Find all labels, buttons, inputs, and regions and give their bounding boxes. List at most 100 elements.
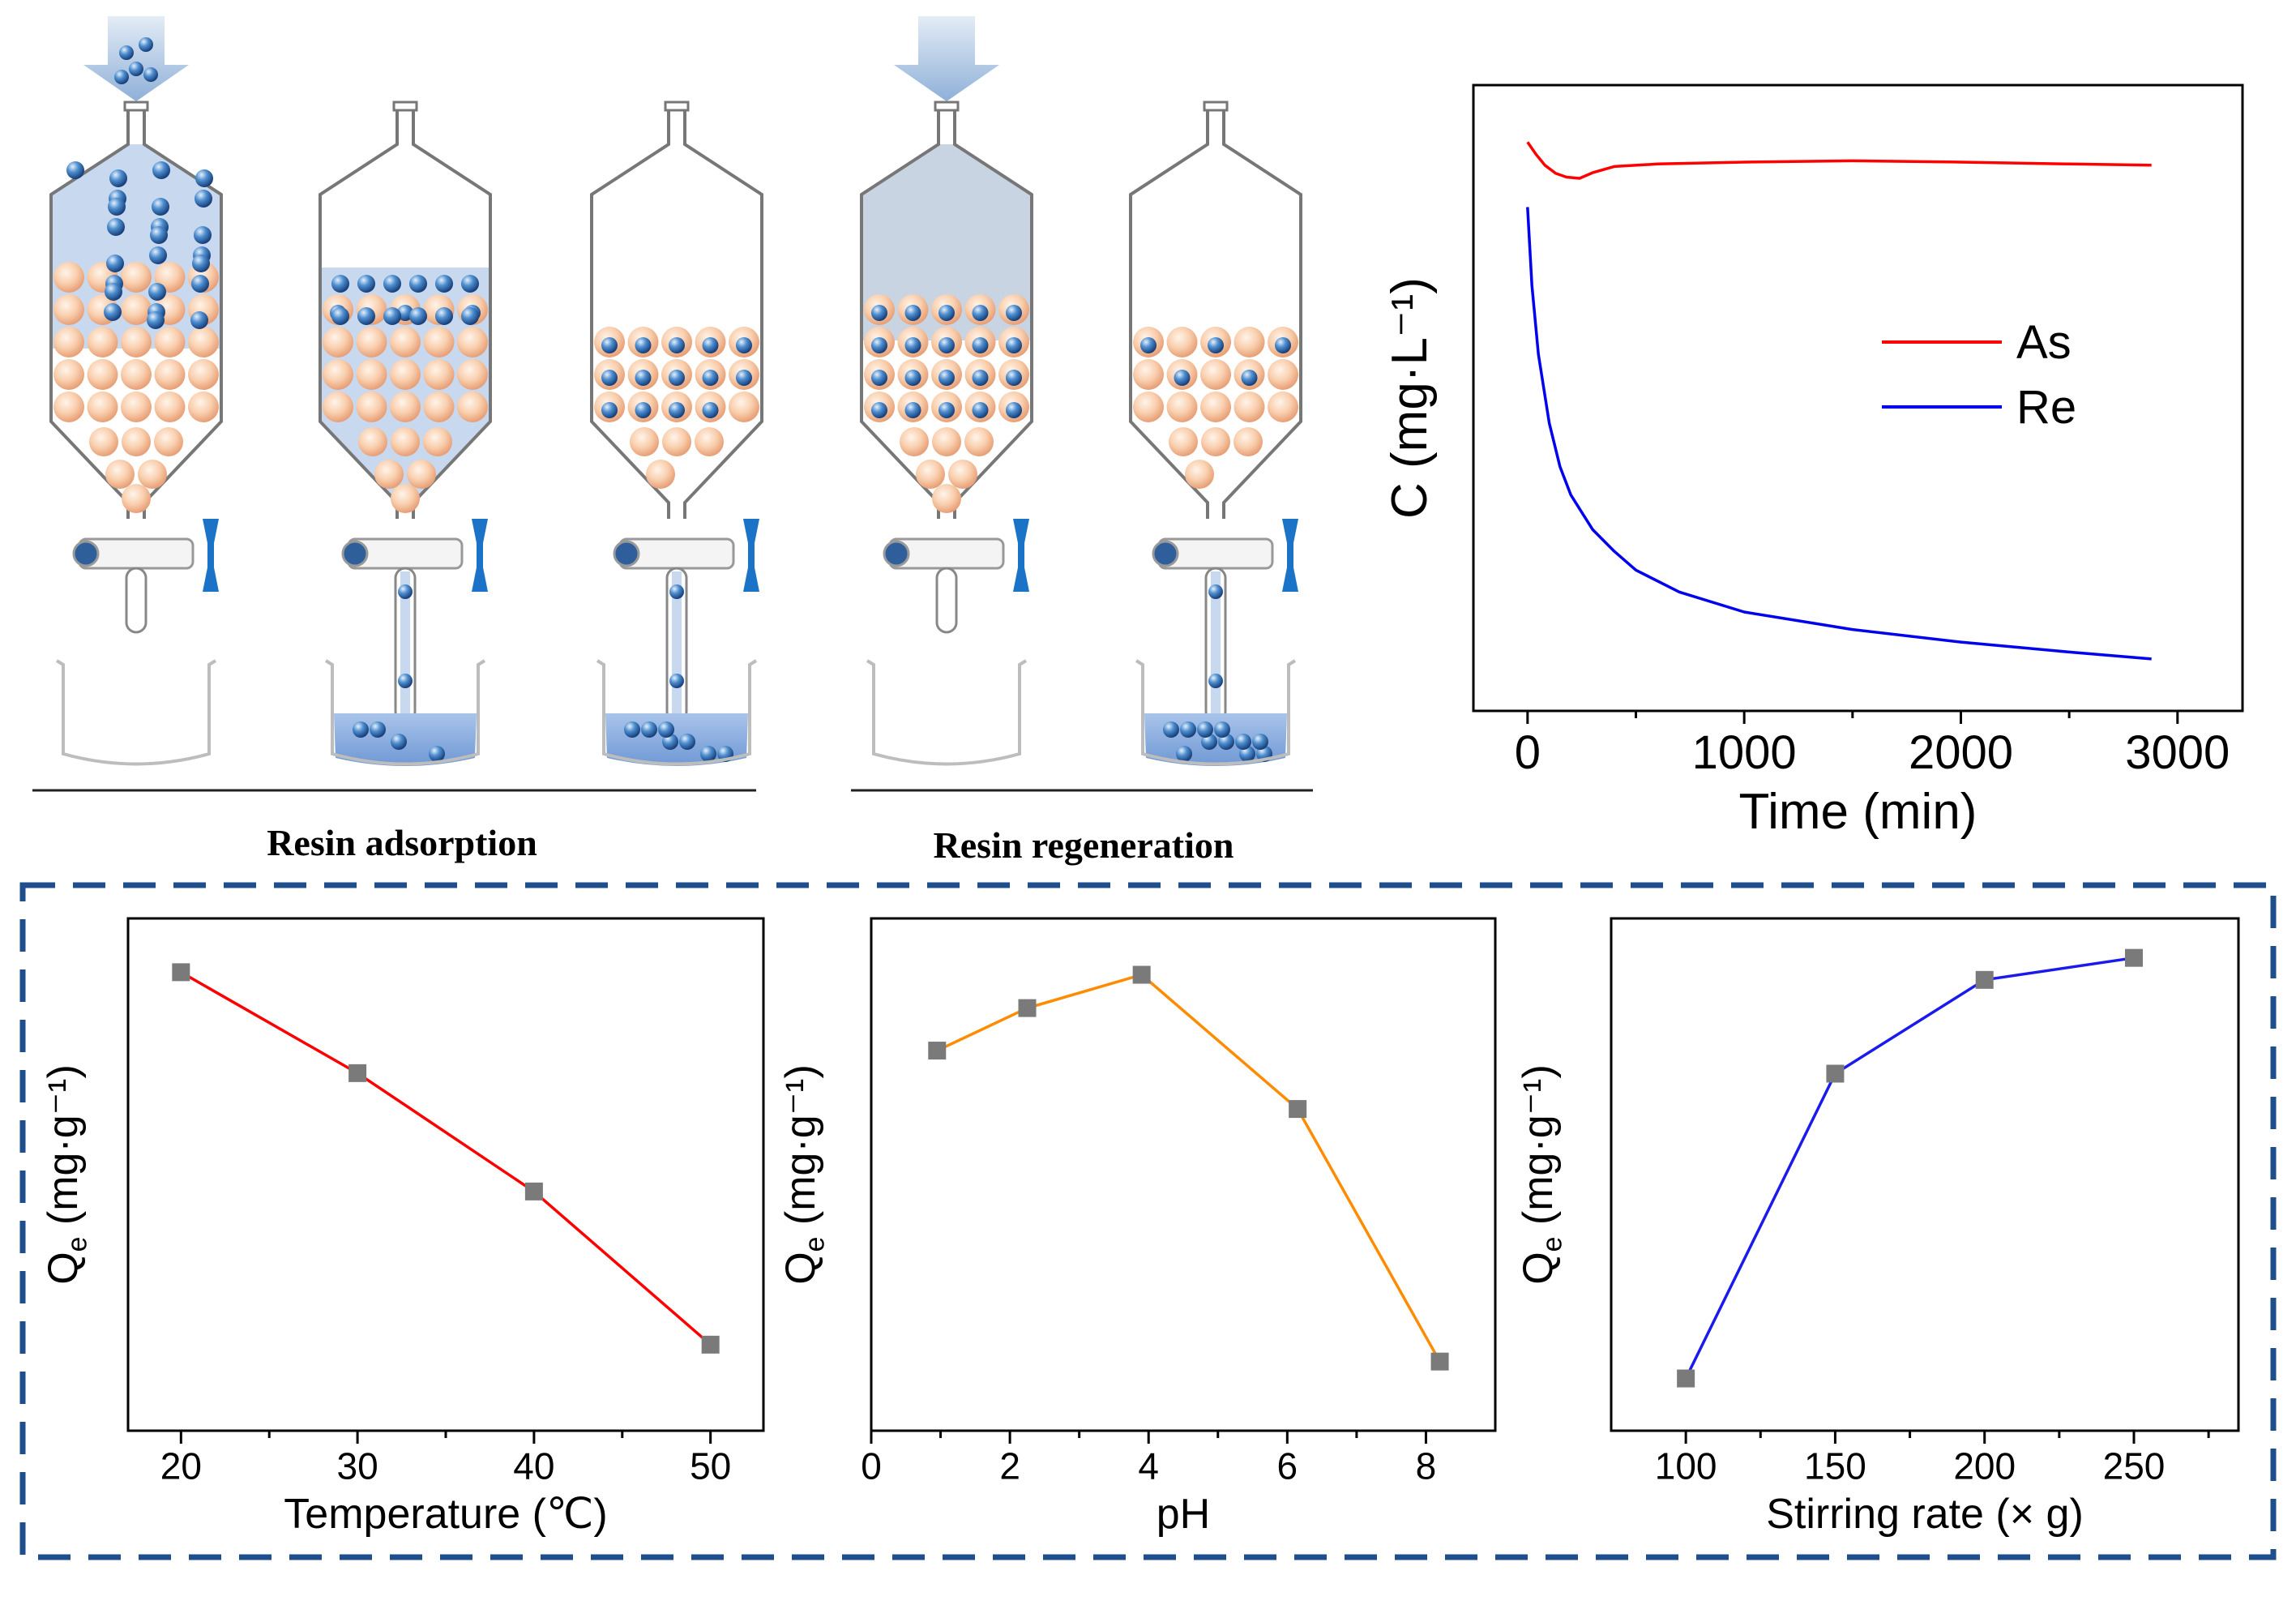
- ion: [129, 62, 143, 76]
- ion: [1235, 734, 1251, 750]
- column-cap: [392, 101, 418, 112]
- x-tick-label: 0: [861, 1445, 882, 1487]
- column-cap: [934, 101, 960, 112]
- y-axis-label: C (mg·L⁻¹): [1382, 277, 1438, 519]
- ph-chart: 0 2 4 6 8 pH Qe (mg·g⁻¹): [777, 917, 1497, 1538]
- resin-bead: [932, 427, 961, 456]
- ion: [679, 734, 695, 750]
- resin-bead: [121, 392, 152, 422]
- resin-bead: [154, 427, 183, 456]
- resin-bead: [630, 427, 659, 456]
- resin-bead: [390, 359, 421, 390]
- x-tick-label: 50: [690, 1445, 731, 1487]
- resin-bead: [1185, 460, 1214, 489]
- beaker-icon: [324, 659, 486, 766]
- ion: [1241, 370, 1258, 386]
- ion: [370, 721, 386, 738]
- stopcock-knob: [883, 540, 910, 567]
- resin-bead: [423, 392, 455, 422]
- ion: [635, 370, 652, 386]
- beaker-icon: [866, 659, 1028, 766]
- resin-bead: [121, 359, 152, 390]
- ion: [1275, 337, 1291, 353]
- ion: [669, 337, 685, 353]
- resin-bead: [457, 392, 488, 422]
- drain-tube: [125, 567, 148, 634]
- resin-bead: [87, 359, 118, 390]
- ion: [972, 402, 989, 418]
- ion: [152, 198, 169, 216]
- resin-bead: [323, 327, 353, 357]
- resin-bead: [916, 460, 945, 489]
- ion: [601, 402, 618, 418]
- resin-bead: [121, 294, 152, 325]
- resin-bead: [323, 359, 353, 390]
- ion: [105, 283, 122, 301]
- series-line-as: [1526, 141, 2152, 180]
- ion: [331, 307, 349, 325]
- ion: [669, 674, 684, 688]
- ion: [938, 402, 955, 418]
- resin-bead: [356, 327, 387, 357]
- ion: [104, 303, 122, 321]
- valve-handle-icon: [203, 519, 219, 592]
- column-cap: [664, 101, 690, 112]
- ion: [904, 402, 921, 418]
- ion: [736, 370, 752, 386]
- ion: [1208, 337, 1224, 353]
- ion: [192, 255, 210, 272]
- data-point: [1132, 965, 1151, 984]
- ion: [1006, 337, 1022, 353]
- ion: [148, 283, 166, 301]
- ion: [409, 307, 427, 325]
- ion: [1006, 305, 1022, 321]
- resin-bead: [53, 327, 84, 357]
- resin-bead: [53, 359, 84, 390]
- ion: [409, 275, 427, 293]
- resin-bead: [646, 460, 675, 489]
- data-point: [701, 1335, 720, 1354]
- ion: [938, 370, 955, 386]
- resin-bead: [358, 427, 387, 456]
- ion: [904, 337, 921, 353]
- resin-bead: [391, 484, 420, 513]
- ion: [139, 37, 153, 52]
- ion: [109, 169, 127, 187]
- column-outline: [1129, 105, 1302, 519]
- ion: [1252, 734, 1268, 750]
- adsorption-caption: Resin adsorption: [267, 822, 537, 863]
- resin-bead: [188, 392, 219, 422]
- x-tick-label: 8: [1416, 1445, 1437, 1487]
- x-tick-label: 2: [999, 1445, 1020, 1487]
- data-point: [1018, 999, 1037, 1017]
- valve-handle-icon: [743, 519, 759, 592]
- series-line: [180, 970, 712, 1346]
- resin-bead: [390, 327, 421, 357]
- ion: [331, 275, 349, 293]
- x-tick-label: 20: [160, 1445, 202, 1487]
- ion: [972, 337, 989, 353]
- ion: [357, 307, 375, 325]
- ion: [601, 370, 618, 386]
- ion: [195, 169, 213, 187]
- ion: [1176, 746, 1192, 762]
- resin-bead: [121, 262, 152, 293]
- resin-bead: [122, 427, 151, 456]
- data-point: [1975, 970, 1994, 989]
- stirring-chart: 100 150 200 250 Stirring rate (× g) Qe (mg·g⁻…: [1515, 917, 2240, 1538]
- beaker-icon: [1135, 659, 1297, 766]
- data-point: [348, 1064, 367, 1082]
- ion: [700, 746, 716, 762]
- ion: [398, 674, 413, 688]
- ion: [1197, 721, 1213, 738]
- ion: [435, 307, 453, 325]
- ion: [461, 307, 479, 325]
- ion: [635, 402, 652, 418]
- ion: [658, 721, 674, 738]
- resin-bead: [391, 427, 420, 456]
- x-tick-label: 150: [1804, 1445, 1866, 1487]
- data-point: [1430, 1352, 1449, 1371]
- resin-bead: [356, 392, 387, 422]
- ion: [871, 337, 887, 353]
- resin-bead: [87, 392, 118, 422]
